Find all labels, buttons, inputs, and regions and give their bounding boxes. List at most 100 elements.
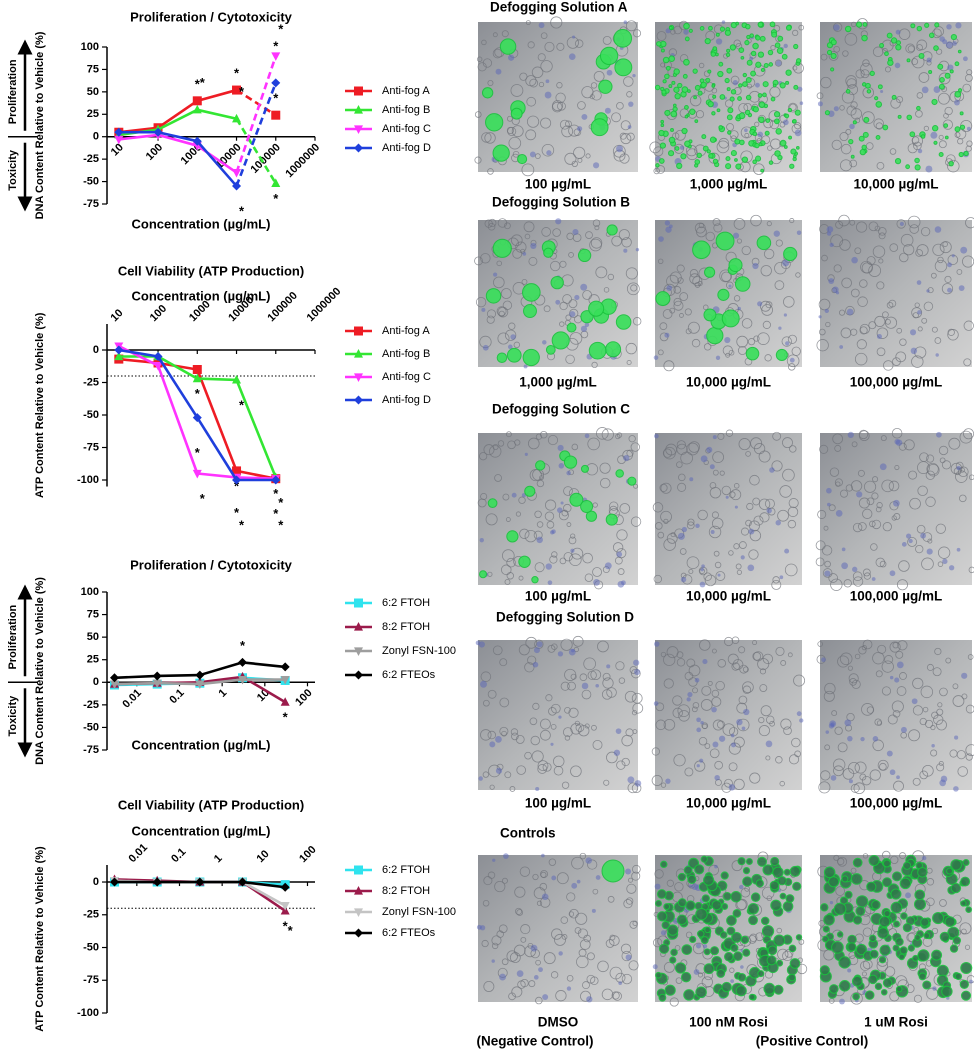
- significance-mark: *: [283, 710, 289, 725]
- cell-outline: [565, 314, 572, 321]
- cell-outline: [835, 886, 845, 896]
- cell-outline: [674, 882, 684, 892]
- y-axis-title: ATP Content Relative to Vehicle (%): [34, 312, 46, 498]
- cell-outline: [795, 272, 801, 278]
- cell-outline: [587, 859, 598, 870]
- lipid-cell: [779, 82, 786, 89]
- cell-outline: [938, 134, 944, 140]
- lipid-cell: [742, 876, 753, 887]
- cell-outline: [579, 673, 588, 682]
- lipid-cell: [658, 993, 667, 1002]
- cell-outline: [889, 243, 899, 252]
- lipid-cell: [775, 128, 782, 135]
- marker: [280, 882, 290, 892]
- nucleus: [665, 778, 671, 784]
- nucleus: [551, 529, 556, 534]
- cell-outline: [632, 920, 638, 926]
- nucleus: [495, 736, 502, 743]
- nucleus: [926, 548, 933, 555]
- lipid-cell: [957, 49, 962, 54]
- cell-outline: [680, 451, 693, 465]
- nucleus: [833, 24, 840, 31]
- cell-outline: [721, 485, 732, 496]
- lipid-cell: [906, 58, 911, 63]
- cell-outline: [907, 143, 918, 154]
- cell-outline: [525, 129, 537, 141]
- lipid-cell: [522, 348, 540, 367]
- cell-outline: [561, 125, 574, 138]
- cell-outline: [888, 299, 897, 308]
- cell-outline: [890, 855, 899, 865]
- legend-marker: [354, 598, 363, 608]
- lipid-cell: [715, 231, 735, 251]
- cell-outline: [878, 258, 884, 264]
- lipid-cell: [962, 859, 970, 867]
- legend-marker: [354, 622, 363, 631]
- lipid-cell: [861, 34, 868, 42]
- lipid-cell: [681, 127, 688, 135]
- cell-outline: [605, 939, 615, 948]
- cell-outline: [660, 510, 672, 523]
- line-segment: [236, 476, 276, 480]
- cell-outline: [731, 860, 743, 872]
- lipid-cell: [657, 911, 668, 922]
- lipid-cell: [750, 892, 761, 902]
- nucleus: [503, 853, 509, 859]
- lipid-cell: [701, 134, 707, 140]
- cell-outline: [660, 482, 672, 494]
- marker: [271, 178, 281, 187]
- cell-outline: [505, 517, 511, 522]
- lipid-cell: [963, 150, 969, 157]
- lipid-cell: [492, 144, 510, 162]
- lipid-cell: [768, 160, 774, 165]
- cell-outline: [948, 437, 961, 450]
- lipid-cell: [715, 52, 719, 57]
- nucleus: [783, 313, 787, 317]
- cell-outline: [606, 687, 617, 698]
- lipid-cell: [790, 148, 797, 155]
- cell-outline: [783, 296, 795, 308]
- cell-outline: [544, 41, 555, 52]
- cell-outline: [589, 238, 602, 252]
- nucleus: [847, 735, 853, 742]
- x-tick-label: 100: [293, 687, 314, 708]
- cell-outline: [889, 641, 901, 653]
- cell-outline: [574, 927, 582, 934]
- cell-outline: [608, 935, 620, 946]
- cell-outline: [676, 440, 686, 450]
- cell-outline: [921, 317, 928, 324]
- lipid-cell: [788, 944, 797, 953]
- cell-outline: [849, 219, 856, 226]
- lipid-cell: [767, 49, 774, 56]
- lipid-cell: [518, 555, 531, 568]
- marker: [238, 877, 248, 887]
- nucleus: [666, 285, 673, 291]
- lipid-cell: [726, 926, 736, 936]
- lipid-cell: [590, 118, 609, 137]
- lipid-cell: [668, 25, 673, 30]
- x-tick-label: 0.1: [169, 846, 188, 865]
- nucleus: [691, 883, 699, 891]
- nucleus: [560, 501, 564, 505]
- cell-outline: [609, 501, 619, 511]
- lipid-cell: [899, 877, 912, 890]
- cell-outline: [944, 106, 953, 116]
- lipid-cell: [658, 158, 665, 164]
- cell-outline: [579, 852, 587, 860]
- cell-outline: [839, 309, 846, 316]
- cell-outline: [884, 66, 891, 73]
- cell-outline: [828, 504, 836, 512]
- cell-outline: [684, 767, 694, 777]
- cell-outline: [898, 442, 907, 451]
- cell-outline: [821, 545, 833, 556]
- cell-outline: [501, 730, 507, 737]
- cell-outline: [858, 522, 867, 531]
- image-caption: 10,000 µg/mL: [686, 375, 771, 390]
- lipid-cell: [487, 498, 498, 509]
- image-caption: 1 uM Rosi: [864, 1015, 928, 1030]
- marker: [192, 104, 202, 114]
- nucleus: [730, 979, 735, 984]
- cell-outline: [851, 21, 857, 28]
- marker: [152, 671, 162, 681]
- lipid-cell: [728, 258, 743, 273]
